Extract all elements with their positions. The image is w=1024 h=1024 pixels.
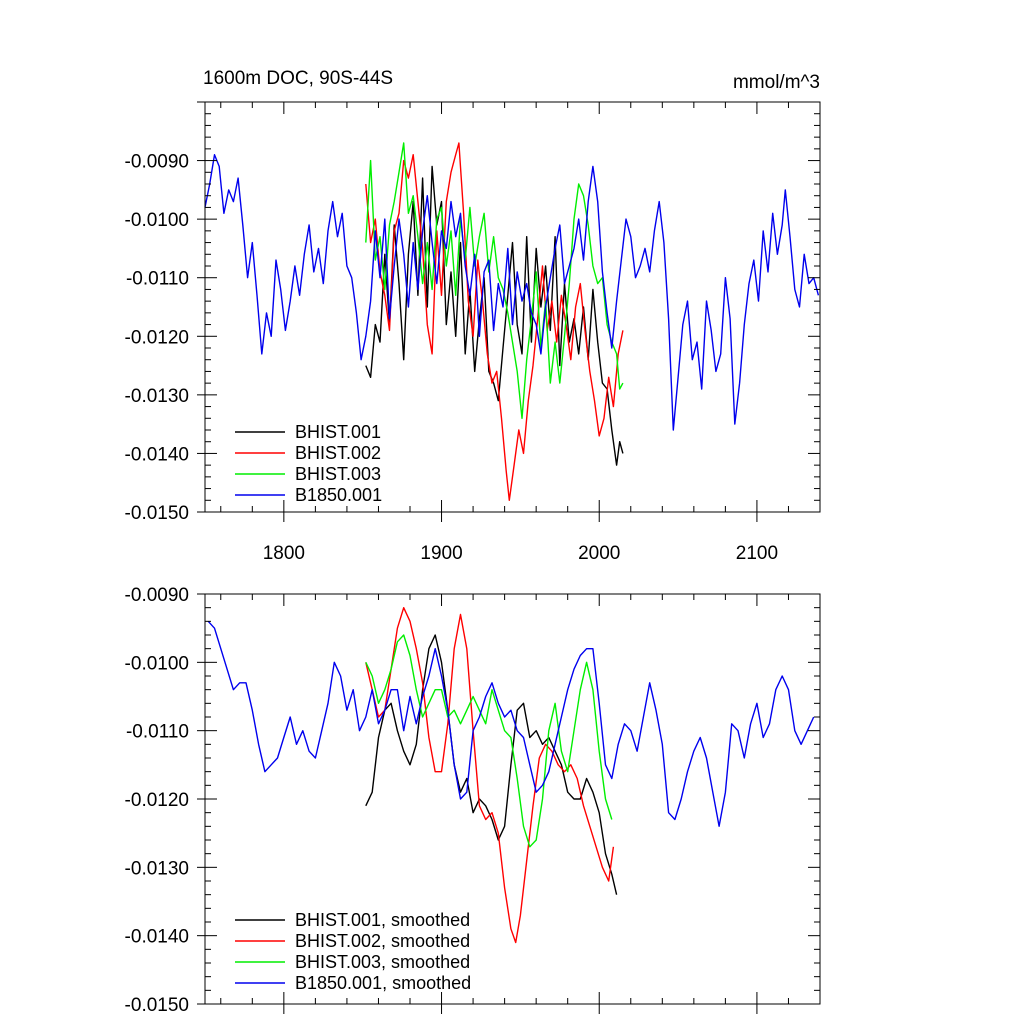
x-tick-label: 1900	[420, 543, 462, 564]
y-tick-label: -0.0100	[125, 210, 189, 231]
y-tick-label: -0.0140	[125, 444, 189, 465]
x-tick-label: 2100	[736, 543, 778, 564]
y-tick-label: -0.0130	[125, 386, 189, 407]
series-line-4	[207, 620, 815, 827]
series-group	[204, 142, 820, 501]
y-tick-label: -0.0110	[126, 722, 189, 743]
series-line-3	[365, 142, 624, 419]
y-tick-label: -0.0090	[125, 585, 189, 606]
panel-1: -0.0090 -0.0100 -0.0110 -0.0120 -0.0130 -0.01…	[125, 68, 821, 564]
legend-label: BHIST.003	[295, 464, 381, 484]
series-line-3	[365, 634, 613, 848]
series-line-2	[365, 607, 615, 944]
series-group	[207, 607, 815, 944]
x-tick-label: 1800	[263, 543, 305, 564]
y-tick-label: -0.0150	[125, 503, 189, 524]
ticks	[197, 101, 821, 522]
y-tick-label: -0.0100	[125, 653, 189, 674]
y-tick-label: -0.0130	[125, 858, 189, 879]
y-tick-label: -0.0120	[125, 790, 189, 811]
legend-label: BHIST.001	[295, 422, 381, 442]
y-tick-label: -0.0120	[125, 327, 189, 348]
legend-label: B1850.001, smoothed	[295, 973, 471, 993]
legend-label: BHIST.002	[295, 443, 381, 463]
chart-title: 1600m DOC, 90S-44S	[203, 68, 393, 89]
series-line-2	[365, 142, 624, 501]
legend-label: BHIST.003, smoothed	[295, 952, 470, 972]
y-tick-label: -0.0140	[125, 927, 189, 948]
y-tick-label: -0.0090	[125, 152, 189, 173]
legend-label: BHIST.001, smoothed	[295, 910, 470, 930]
units-label: mmol/m^3	[733, 72, 820, 93]
legend-label: B1850.001	[295, 485, 382, 505]
legend-label: BHIST.002, smoothed	[295, 931, 470, 951]
series-line-4	[204, 154, 820, 431]
series-line-1	[365, 165, 624, 466]
y-tick-label: -0.0150	[125, 995, 189, 1016]
panel-2: -0.0090 -0.0100 -0.0110 -0.0120 -0.0130 -0.01…	[125, 585, 821, 1016]
plot-frame	[204, 101, 821, 513]
series-line-1	[365, 634, 618, 895]
ticks	[197, 593, 821, 1014]
y-tick-label: -0.0110	[126, 269, 189, 290]
x-tick-label: 2000	[578, 543, 620, 564]
